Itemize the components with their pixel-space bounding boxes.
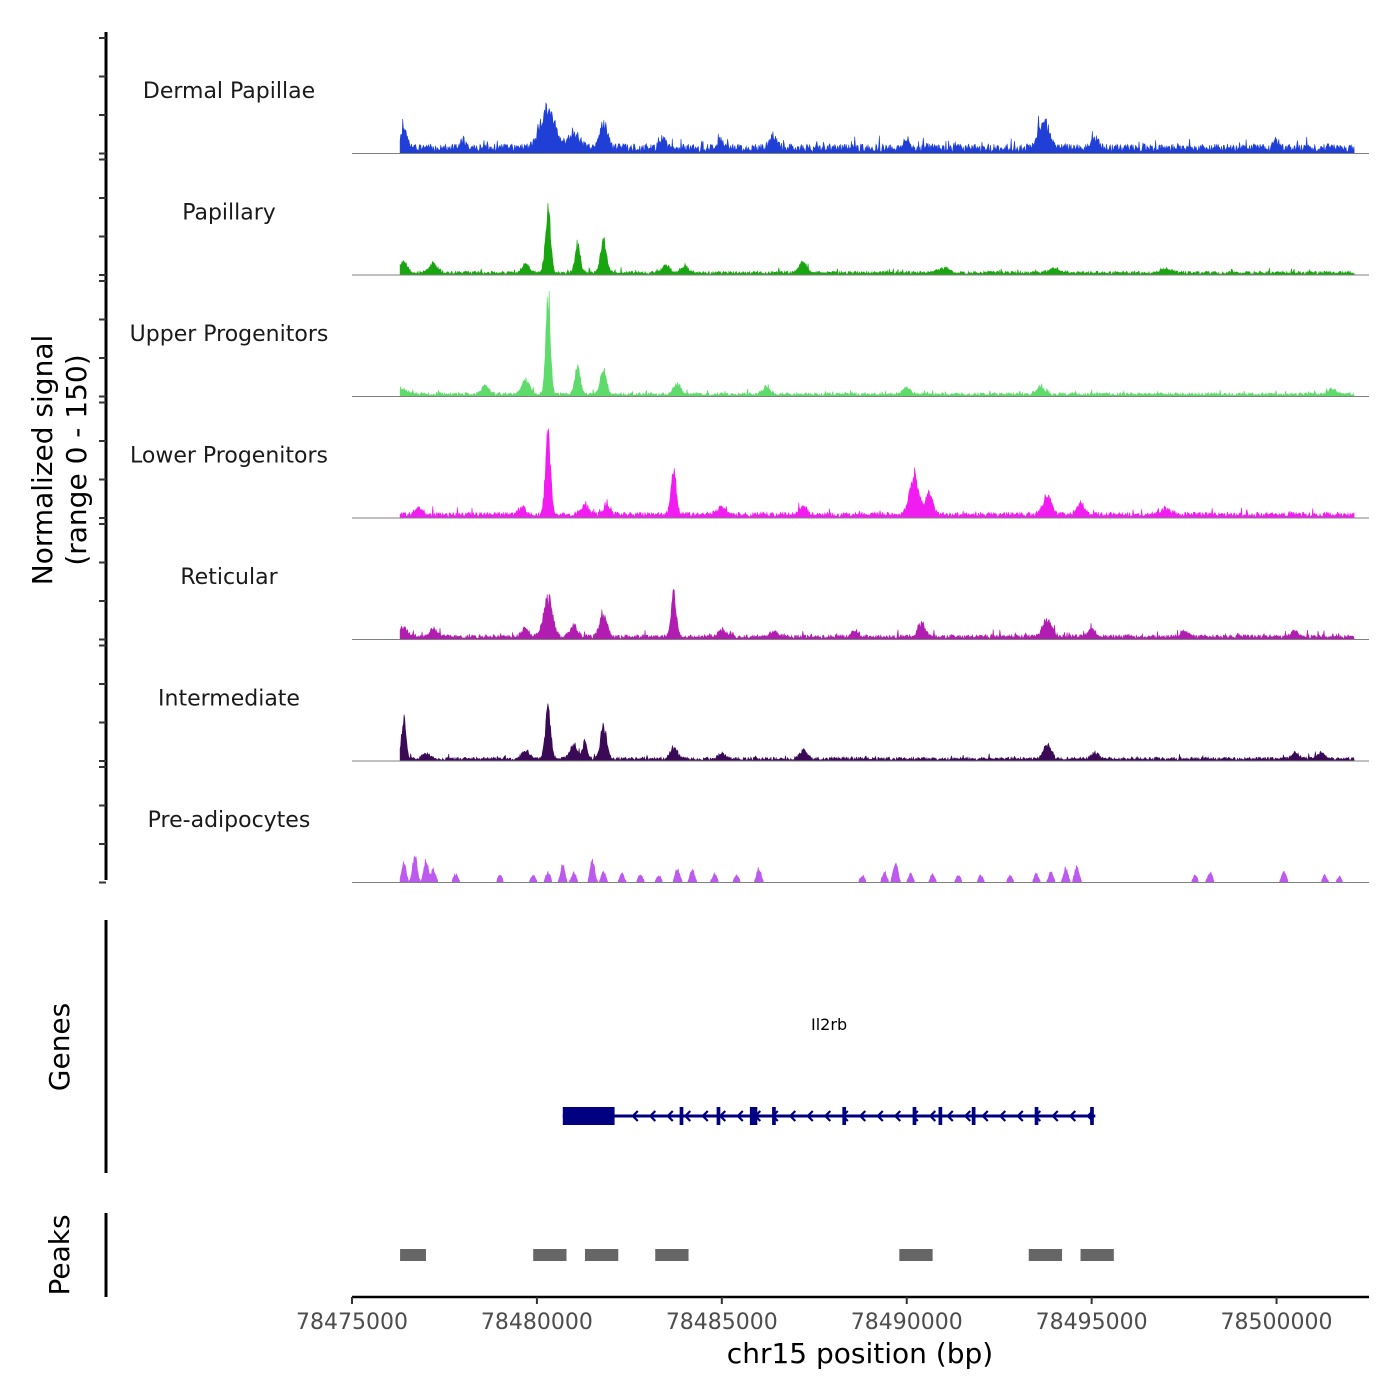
track-label: Reticular xyxy=(180,565,278,590)
gene-exon xyxy=(912,1107,917,1125)
strand-arrow xyxy=(928,1110,937,1122)
gene-cds-block xyxy=(562,1107,615,1125)
gene-exon xyxy=(938,1107,943,1125)
signal-area xyxy=(399,203,1355,276)
peak-region xyxy=(533,1249,567,1261)
gene-exon xyxy=(772,1107,776,1125)
track-6: Intermediate xyxy=(158,687,1369,762)
peak-region xyxy=(899,1249,933,1261)
peak-region xyxy=(1028,1249,1063,1261)
gene-label: Il2rb xyxy=(811,1015,847,1034)
gene-exon xyxy=(679,1107,684,1125)
strand-arrow xyxy=(963,1110,972,1122)
track-5: Reticular xyxy=(180,565,1369,640)
track-label: Papillary xyxy=(182,201,276,226)
x-axis-title: chr15 position (bp) xyxy=(727,1337,993,1370)
track-label: Pre-adipocytes xyxy=(148,808,311,833)
x-tick-label: 78485000 xyxy=(666,1310,778,1335)
strand-arrow xyxy=(683,1110,692,1122)
strand-arrow xyxy=(998,1110,1007,1122)
track-4: Lower Progenitors xyxy=(130,428,1369,519)
gene-exon xyxy=(842,1107,847,1125)
strand-arrow xyxy=(666,1110,674,1122)
signal-area xyxy=(399,428,1355,519)
strand-arrow xyxy=(806,1110,814,1122)
signal-area xyxy=(399,290,1355,397)
peak-region xyxy=(1080,1249,1114,1261)
gene-exon xyxy=(749,1107,758,1125)
signal-axis-ticks xyxy=(99,37,106,884)
strand-arrow xyxy=(876,1110,884,1122)
x-tick-label: 78490000 xyxy=(851,1310,963,1335)
strand-arrow xyxy=(1068,1110,1077,1122)
peak-region xyxy=(400,1249,426,1261)
signal-axis-title: Normalized signal (range 0 - 150) xyxy=(26,335,93,586)
x-tick-label: 78475000 xyxy=(296,1310,408,1335)
strand-arrow xyxy=(1016,1110,1024,1122)
gene-exon xyxy=(971,1107,976,1125)
x-tick-label: 78480000 xyxy=(481,1310,593,1335)
gene-track: Il2rb xyxy=(562,1015,1096,1125)
peak-region xyxy=(584,1249,619,1261)
strand-arrow xyxy=(648,1110,657,1122)
signal-area xyxy=(399,855,1355,884)
peaks-axis-title: Peaks xyxy=(43,1214,76,1295)
x-tick-label: 78500000 xyxy=(1221,1310,1333,1335)
x-tick-label: 78495000 xyxy=(1036,1310,1148,1335)
strand-arrow xyxy=(893,1110,902,1122)
strand-arrow xyxy=(981,1110,989,1122)
strand-arrow xyxy=(858,1110,867,1122)
signal-axis-title-line-1: Normalized signal xyxy=(26,335,59,586)
strand-arrow xyxy=(946,1110,954,1122)
strand-arrow xyxy=(631,1110,639,1122)
track-label: Intermediate xyxy=(158,687,300,712)
gene-exon xyxy=(1090,1107,1094,1125)
strand-arrow xyxy=(1051,1110,1059,1122)
track-label: Upper Progenitors xyxy=(130,322,329,347)
x-axis-ticks: 78475000 78480000 78485000 78490000 78495000… xyxy=(296,1297,1333,1335)
peak-track xyxy=(400,1249,1114,1261)
strand-arrow xyxy=(823,1110,832,1122)
strand-arrow xyxy=(736,1110,744,1122)
signal-axis-title-line-2: (range 0 - 150) xyxy=(60,354,93,565)
track-2: Papillary xyxy=(182,201,1369,276)
strand-arrow xyxy=(701,1110,709,1122)
gene-exon xyxy=(716,1107,721,1125)
track-3: Upper Progenitors xyxy=(130,290,1369,397)
track-label: Lower Progenitors xyxy=(130,444,328,469)
signal-area xyxy=(399,703,1355,762)
strand-arrow xyxy=(788,1110,797,1122)
track-7: Pre-adipocytes xyxy=(148,808,1369,884)
signal-tracks: Dermal Papillae Papillary Upper Progenitor… xyxy=(130,79,1369,884)
track-label: Dermal Papillae xyxy=(143,79,315,104)
peak-region xyxy=(655,1249,689,1261)
signal-area xyxy=(399,102,1355,154)
gene-Il2rb: Il2rb xyxy=(562,1015,1096,1125)
signal-area xyxy=(399,588,1355,640)
gene-exon xyxy=(1034,1107,1039,1125)
track-1: Dermal Papillae xyxy=(143,79,1369,154)
genes-axis-title: Genes xyxy=(43,1003,76,1091)
